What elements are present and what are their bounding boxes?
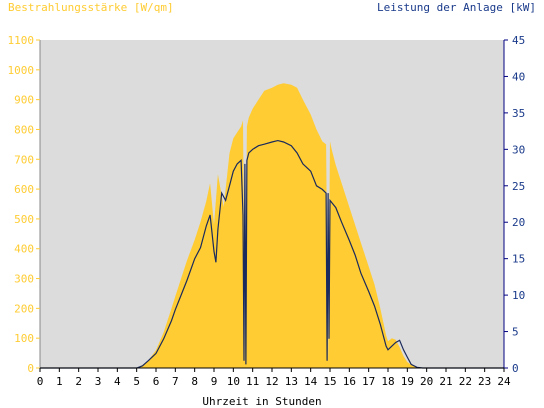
y-left-tick-label: 100 [14,332,34,345]
series-irradiance-area [40,83,504,368]
x-tick-label: 5 [133,375,140,388]
y-left-tick-label: 200 [14,302,34,315]
y-right-tick-label: 0 [512,362,519,375]
x-tick-label: 9 [211,375,218,388]
y-left-tick-label: 500 [14,213,34,226]
y-left-tick-label: 800 [14,123,34,136]
x-tick-label: 18 [381,375,394,388]
y-left-tick-label: 1100 [8,34,35,47]
y-left-tick-label: 600 [14,183,34,196]
y-right-tick-label: 20 [512,216,525,229]
x-tick-label: 15 [323,375,336,388]
x-tick-label: 1 [56,375,63,388]
series-layer [40,83,504,369]
y-right-tick-label: 10 [512,289,525,302]
y-right-tick-label: 40 [512,70,525,83]
x-tick-label: 6 [153,375,160,388]
x-tick-label: 0 [37,375,44,388]
x-tick-label: 17 [362,375,375,388]
x-tick-label: 12 [265,375,278,388]
y-left-tick-label: 0 [27,362,34,375]
y-left-tick-label: 1000 [8,64,35,77]
series-power-line [40,139,504,369]
x-tick-label: 14 [304,375,318,388]
x-tick-label: 20 [420,375,433,388]
y-right-tick-label: 45 [512,34,525,47]
axis-layer: 0100200300400500600700800900100011000510… [8,34,526,388]
y-right-tick-label: 5 [512,326,519,339]
y-right-tick-label: 15 [512,253,525,266]
x-tick-label: 24 [497,375,511,388]
title-power: Leistung der Anlage [kW] [377,1,536,14]
x-tick-label: 23 [478,375,491,388]
y-left-tick-label: 900 [14,94,34,107]
x-tick-label: 16 [343,375,356,388]
x-tick-label: 11 [246,375,259,388]
y-right-tick-label: 25 [512,180,525,193]
x-tick-label: 7 [172,375,179,388]
y-left-tick-label: 400 [14,243,34,256]
x-tick-label: 21 [439,375,452,388]
y-right-tick-label: 30 [512,143,525,156]
title-irradiance: Bestrahlungsstärke [W/qm] [8,1,174,14]
x-tick-label: 13 [285,375,298,388]
x-tick-label: 2 [75,375,82,388]
x-tick-label: 22 [459,375,472,388]
x-tick-label: 3 [95,375,102,388]
x-tick-label: 19 [401,375,414,388]
y-left-tick-label: 700 [14,153,34,166]
x-axis-label: Uhrzeit in Stunden [202,395,321,408]
x-tick-label: 8 [191,375,198,388]
x-tick-label: 10 [227,375,240,388]
y-left-tick-label: 300 [14,273,34,286]
x-tick-label: 4 [114,375,121,388]
y-right-tick-label: 35 [512,107,525,120]
